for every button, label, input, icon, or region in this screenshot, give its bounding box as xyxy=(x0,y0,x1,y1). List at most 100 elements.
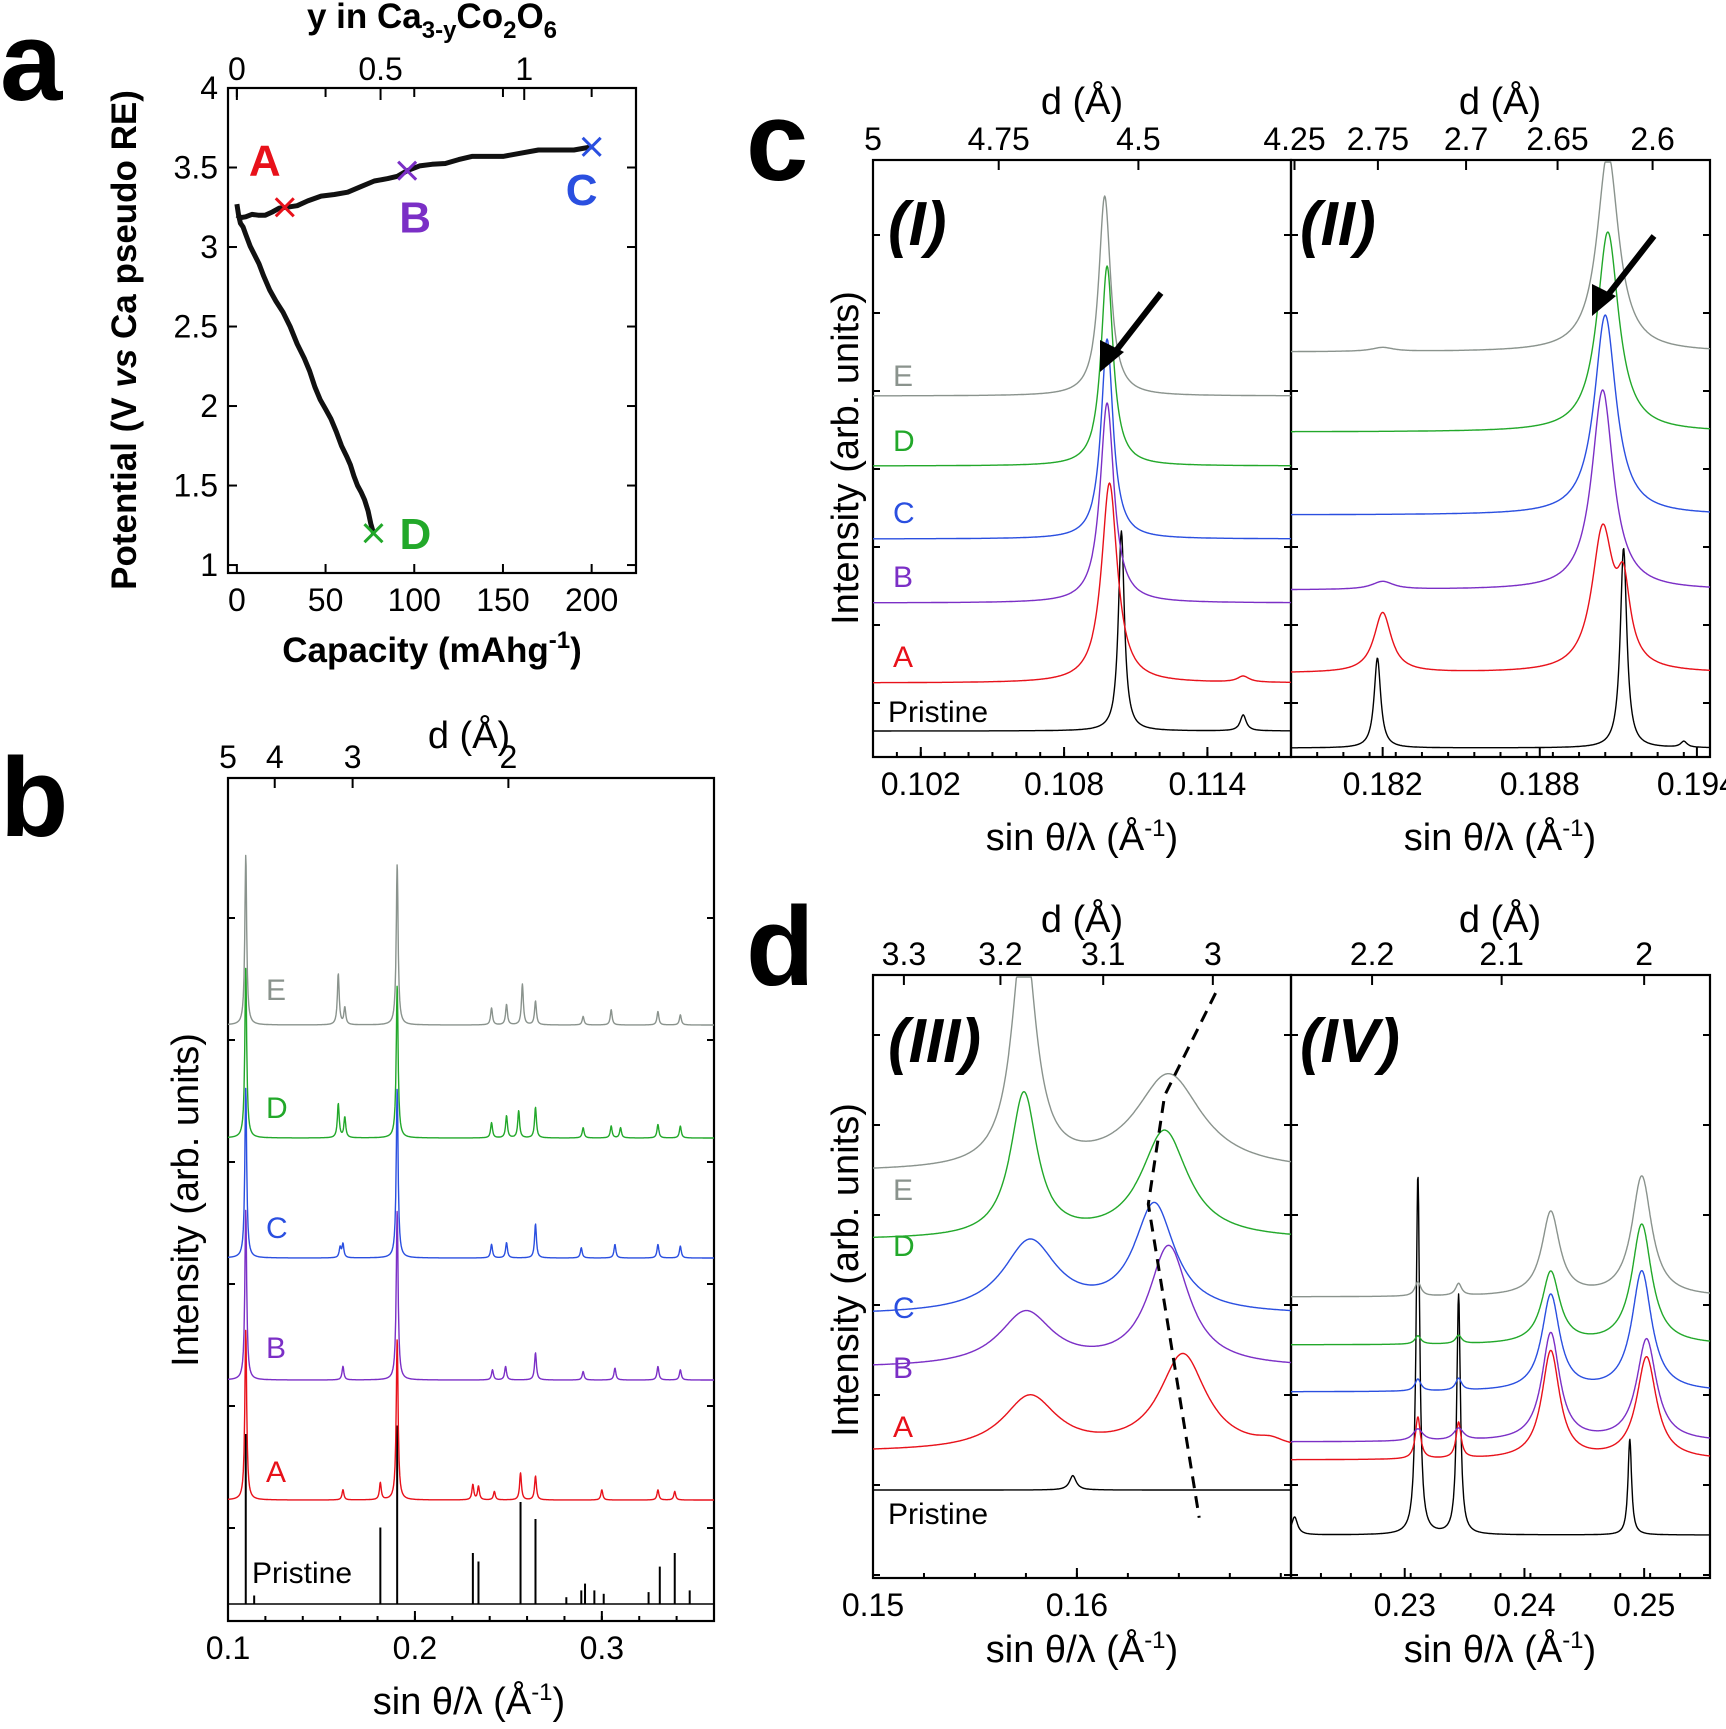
c1-trace-B xyxy=(872,402,1292,604)
c2-dtick-label: 2.6 xyxy=(1630,121,1674,157)
b-trace-label-D: D xyxy=(266,1092,288,1125)
b-dtick-label: 4 xyxy=(266,739,284,775)
b-trace-A xyxy=(227,1329,715,1501)
c1-xtick-label: 0.114 xyxy=(1169,766,1247,802)
a-xtick-label: 150 xyxy=(476,582,529,618)
panel-a-points: A B C D xyxy=(249,136,602,559)
d1-trace-label-C: C xyxy=(893,1292,915,1325)
c1-trace-Pristine xyxy=(872,530,1292,732)
b-xtick-label: 0.2 xyxy=(393,1630,437,1666)
c2-trace-A xyxy=(1290,523,1711,673)
c1-trace-A xyxy=(872,482,1292,684)
d2-trace-C xyxy=(1290,1270,1711,1393)
d2-trace-A xyxy=(1290,1349,1711,1461)
subpanel-label-IV: (IV) xyxy=(1300,1007,1400,1076)
c2-trace-D xyxy=(1290,231,1711,433)
panel-b-ylabel: Intensity (arb. units) xyxy=(165,1033,207,1367)
panel-label-d: d xyxy=(746,884,814,1009)
c1-trace-E xyxy=(872,195,1292,397)
panel-d: 0.15 0.16 3.3 3.2 3.1 3 0.23 0.24 0.25 2.2 2.1 2 Pr… xyxy=(825,897,1712,1671)
b-dtick-label: 2 xyxy=(499,739,517,775)
c1-dtick-label: 4.25 xyxy=(1263,121,1325,157)
c1-trace-label-Pristine: Pristine xyxy=(888,696,988,729)
arrow-II xyxy=(1592,234,1657,316)
d1-trace-label-A: A xyxy=(893,1411,913,1444)
a-ytick-label: 2 xyxy=(200,388,218,424)
a-ytick-label: 3 xyxy=(200,229,218,265)
c1-trace-label-B: B xyxy=(893,561,913,594)
d1-trace-Pristine xyxy=(872,1474,1292,1491)
b-xtick-label: 0.1 xyxy=(206,1630,250,1666)
d1-dtick-label: 3 xyxy=(1204,936,1222,972)
panel-label-a: a xyxy=(0,0,63,124)
d1-trace-E xyxy=(872,976,1292,1169)
b-trace-label-E: E xyxy=(266,974,286,1007)
d2-dtick-label: 2 xyxy=(1635,936,1653,972)
d1-trace-label-Pristine: Pristine xyxy=(888,1498,988,1531)
a-xtick-label: 200 xyxy=(565,582,618,618)
d2-trace-Pristine xyxy=(1290,1176,1711,1536)
c1-trace-label-C: C xyxy=(893,497,915,530)
b-trace-label-B: B xyxy=(266,1332,286,1365)
panel-label-b: b xyxy=(0,735,68,860)
d2-xtick-label: 0.23 xyxy=(1374,1587,1436,1623)
d1-dtick-label: 3.1 xyxy=(1081,936,1125,972)
panel-d-III-xlabel: sin θ/λ (Å-1) xyxy=(986,1627,1178,1671)
c1-trace-D xyxy=(872,265,1292,467)
panel-c: 0.102 0.108 0.114 5 4.75 4.5 4.25 0.182 0.188 0.1… xyxy=(825,79,1726,859)
b-trace-label-C: C xyxy=(266,1212,288,1245)
d1-dtick-label: 3.3 xyxy=(882,936,926,972)
a-top-tick-label: 1 xyxy=(515,51,533,87)
panel-b-traces: Pristine A B C D E xyxy=(227,854,715,1605)
b-trace-C xyxy=(227,1087,715,1259)
c1-xtick-label: 0.102 xyxy=(881,766,961,802)
d1-xtick-label: 0.16 xyxy=(1046,1587,1108,1623)
d1-trace-B xyxy=(872,1244,1292,1366)
a-ytick-label: 1.5 xyxy=(174,468,218,504)
point-label-B: B xyxy=(399,194,431,243)
a-ytick-label: 4 xyxy=(200,70,218,106)
subpanel-label-III: (III) xyxy=(888,1007,981,1076)
c1-trace-label-D: D xyxy=(893,425,915,458)
panel-c-II-d-label: d (Å) xyxy=(1459,79,1541,123)
panel-b-d-label: d (Å) xyxy=(428,713,510,757)
panel-d-III-d-label: d (Å) xyxy=(1041,897,1123,941)
b-dtick-label: 3 xyxy=(344,739,362,775)
d2-dtick-label: 2.2 xyxy=(1350,936,1394,972)
c1-dtick-label: 5 xyxy=(864,121,882,157)
point-label-D: D xyxy=(399,510,431,559)
panel-c-ylabel: Intensity (arb. units) xyxy=(825,291,867,625)
point-marker-D xyxy=(363,523,384,544)
c1-xtick-label: 0.108 xyxy=(1024,766,1104,802)
d1-trace-D xyxy=(872,1091,1292,1238)
b-trace-E xyxy=(227,854,715,1026)
panel-b-xlabel: sin θ/λ (Å-1) xyxy=(373,1679,565,1723)
d2-trace-B xyxy=(1290,1331,1711,1443)
c2-trace-Pristine xyxy=(1290,547,1711,749)
panel-b-ticks: 0.1 0.2 0.3 5 4 3 2 xyxy=(206,739,715,1666)
b-trace-D xyxy=(227,967,715,1139)
arrow-I xyxy=(1100,291,1164,372)
panel-label-c: c xyxy=(746,79,808,204)
a-ytick-label: 2.5 xyxy=(174,309,218,345)
d1-trace-C xyxy=(872,1201,1292,1312)
point-label-A: A xyxy=(249,136,281,185)
a-xtick-label: 100 xyxy=(388,582,441,618)
c2-dtick-label: 2.7 xyxy=(1444,121,1488,157)
b-trace-label-A: A xyxy=(266,1456,286,1489)
d1-trace-label-B: B xyxy=(893,1352,913,1385)
a-ytick-label: 1 xyxy=(200,547,218,583)
c2-dtick-label: 2.75 xyxy=(1347,121,1409,157)
panel-a-frame xyxy=(226,86,638,575)
d2-xtick-label: 0.25 xyxy=(1613,1587,1675,1623)
panel-d-IV-d-label: d (Å) xyxy=(1459,897,1541,941)
panel-d-ylabel: Intensity (arb. units) xyxy=(825,1103,867,1437)
a-xtick-label: 50 xyxy=(308,582,344,618)
panel-c-II-xlabel: sin θ/λ (Å-1) xyxy=(1404,815,1596,859)
c1-trace-label-E: E xyxy=(893,360,913,393)
d1-xtick-label: 0.15 xyxy=(842,1587,904,1623)
d2-trace-D xyxy=(1290,1223,1711,1346)
